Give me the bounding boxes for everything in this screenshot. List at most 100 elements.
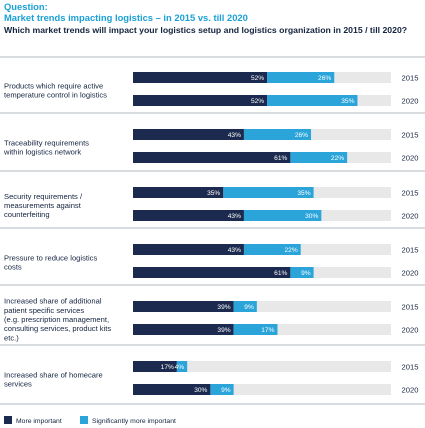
bar-more-important <box>133 95 268 106</box>
bar-more-important <box>133 152 291 163</box>
data-label-significantly-more-important: 17% <box>261 327 274 334</box>
bar-remainder <box>133 301 391 312</box>
data-label-more-important: 43% <box>228 247 241 254</box>
bar-row: 43% 22% 2015 <box>133 244 418 255</box>
data-label-more-important: 17% <box>161 364 174 371</box>
bar-more-important <box>133 361 177 372</box>
data-label-more-important: 52% <box>251 75 264 82</box>
category-label: costs <box>4 263 22 272</box>
bar-significantly-more-important <box>243 129 312 140</box>
year-label: 2020 <box>402 154 419 163</box>
chart-title: Market trends impacting logistics – in 2… <box>4 11 248 23</box>
legend-entry: Significantly more important <box>92 418 176 425</box>
bar-row: 43% 30% 2020 <box>133 210 418 221</box>
category-label: Security requirements / <box>4 192 83 201</box>
year-label: 2020 <box>402 326 419 335</box>
bar-significantly-more-important <box>290 152 348 163</box>
data-label-significantly-more-important: 26% <box>318 75 331 82</box>
data-label-more-important: 43% <box>228 132 241 139</box>
category-label: services <box>4 380 32 389</box>
bar-remainder <box>133 361 391 372</box>
bar-more-important <box>133 72 268 83</box>
legend-entry: More important <box>16 418 62 425</box>
data-label-significantly-more-important: 35% <box>297 190 310 197</box>
bar-row: 52% 35% 2020 <box>133 95 418 106</box>
data-label-more-important: 30% <box>194 387 207 394</box>
category-label: Products which require active <box>4 81 103 90</box>
bar-significantly-more-important <box>233 324 278 335</box>
year-label: 2015 <box>402 246 419 255</box>
bar-row: 43% 26% 2015 <box>133 129 418 140</box>
question-label: Question: <box>4 1 48 12</box>
year-label: 2015 <box>402 74 419 83</box>
bar-more-important <box>133 187 224 198</box>
bar-more-important <box>133 324 234 335</box>
bar-significantly-more-important <box>243 210 322 221</box>
bar-row: 30% 9% 2020 <box>133 384 418 395</box>
data-label-significantly-more-important: 22% <box>331 155 344 162</box>
category-label: etc.) <box>4 333 19 342</box>
bar-row: 35% 35% 2015 <box>133 187 418 198</box>
category-label: within logistics network <box>3 148 81 157</box>
year-label: 2015 <box>402 131 419 140</box>
bar-row: 17% 4% 2015 <box>133 361 418 372</box>
category-label: Pressure to reduce logistics <box>4 253 97 262</box>
bar-row: 61% 9% 2020 <box>133 267 418 278</box>
bar-row: 52% 26% 2015 <box>133 72 418 83</box>
bar-significantly-more-important <box>267 95 358 106</box>
bar-significantly-more-important <box>176 361 188 372</box>
data-label-more-important: 61% <box>274 270 287 277</box>
data-label-significantly-more-important: 22% <box>284 247 297 254</box>
data-label-more-important: 39% <box>217 327 230 334</box>
bar-more-important <box>133 129 244 140</box>
bar-significantly-more-important <box>223 187 314 198</box>
year-label: 2020 <box>402 269 419 278</box>
legend-swatch <box>4 416 12 424</box>
bar-significantly-more-important <box>233 301 257 312</box>
year-label: 2015 <box>402 189 419 198</box>
category-label: Traceability requirements <box>4 138 89 147</box>
bar-row: 61% 22% 2020 <box>133 152 418 163</box>
bar-significantly-more-important <box>243 244 301 255</box>
question-text: Which market trends will impact your log… <box>4 25 408 35</box>
bar-significantly-more-important <box>210 384 234 395</box>
data-label-more-important: 39% <box>217 304 230 311</box>
category-label: counterfeiting <box>4 210 50 219</box>
data-label-more-important: 43% <box>228 213 241 220</box>
bar-more-important <box>133 210 244 221</box>
bar-more-important <box>133 301 234 312</box>
data-label-significantly-more-important: 4% <box>175 364 185 371</box>
trend-group: Security requirements /measurements agai… <box>4 187 418 221</box>
category-label: patient specific services <box>4 306 84 315</box>
data-label-significantly-more-important: 30% <box>305 213 318 220</box>
data-label-significantly-more-important: 35% <box>341 98 354 105</box>
category-label: Increased share of additional <box>4 297 102 306</box>
legend-swatch <box>80 416 88 424</box>
year-label: 2020 <box>402 386 419 395</box>
data-label-significantly-more-important: 9% <box>301 270 311 277</box>
bar-remainder <box>133 384 391 395</box>
data-label-significantly-more-important: 26% <box>295 132 308 139</box>
bar-significantly-more-important <box>267 72 335 83</box>
bar-more-important <box>133 384 211 395</box>
category-label: measurements against <box>4 201 82 210</box>
data-label-significantly-more-important: 9% <box>221 387 231 394</box>
bar-row: 39% 9% 2015 <box>133 301 418 312</box>
year-label: 2020 <box>402 97 419 106</box>
trend-group: Products which require activetemperature… <box>4 72 418 106</box>
year-label: 2020 <box>402 212 419 221</box>
category-label: temperature control in logistics <box>4 91 107 100</box>
chart-header: Question: Market trends impacting logist… <box>4 1 422 35</box>
legend: More important Significantly more importa… <box>4 416 176 425</box>
data-label-more-important: 52% <box>251 98 264 105</box>
year-label: 2015 <box>402 303 419 312</box>
bar-row: 39% 17% 2020 <box>133 324 418 335</box>
data-label-more-important: 61% <box>274 155 287 162</box>
bar-significantly-more-important <box>290 267 314 278</box>
category-label: consulting services, product kits <box>4 324 111 333</box>
